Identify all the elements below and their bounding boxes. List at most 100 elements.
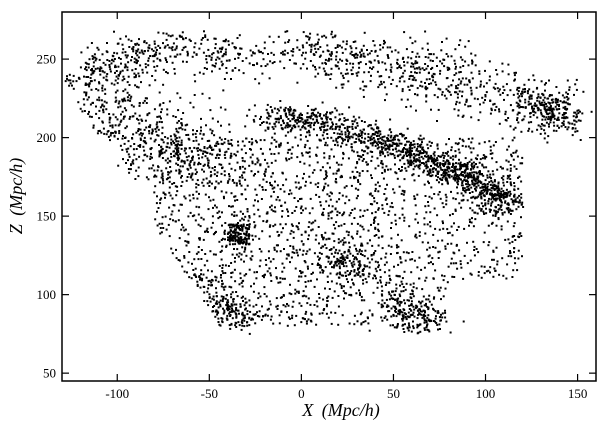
data-point (483, 231, 486, 234)
data-point (481, 173, 483, 176)
data-point (250, 250, 253, 253)
data-point (424, 205, 427, 208)
data-point (245, 233, 248, 236)
data-point (476, 212, 479, 215)
data-point (129, 145, 132, 148)
data-point (369, 124, 372, 127)
data-point (545, 116, 548, 119)
data-point (568, 88, 571, 91)
data-point (85, 76, 88, 78)
data-point (433, 193, 436, 195)
data-point (339, 240, 342, 243)
data-point (114, 96, 117, 99)
data-point (418, 300, 420, 303)
data-point (446, 152, 448, 155)
data-point (464, 45, 467, 48)
data-point (266, 116, 269, 119)
data-point (341, 59, 344, 62)
data-point (177, 163, 179, 166)
data-point (483, 155, 486, 158)
data-point (193, 258, 196, 261)
data-point (231, 235, 234, 238)
data-point (170, 143, 173, 146)
data-point (254, 313, 257, 316)
data-point (389, 63, 392, 66)
data-point (296, 226, 299, 229)
data-point (295, 206, 298, 208)
data-point (324, 176, 327, 179)
data-point (285, 159, 288, 162)
data-point (212, 148, 215, 151)
data-point (460, 164, 463, 166)
data-point (186, 50, 189, 53)
data-point (516, 92, 519, 95)
data-point (273, 248, 276, 251)
data-point (423, 309, 426, 312)
data-point (331, 266, 333, 269)
data-point (397, 149, 400, 152)
data-point (197, 143, 200, 146)
data-point (228, 173, 230, 176)
data-point (251, 160, 254, 163)
data-point (325, 175, 328, 178)
data-point (222, 40, 225, 43)
data-point (151, 130, 154, 132)
data-point (528, 127, 531, 130)
data-point (273, 122, 276, 125)
data-point (269, 184, 272, 186)
data-point (183, 255, 186, 257)
data-point (286, 122, 289, 125)
data-point (269, 181, 271, 184)
data-point (515, 149, 518, 152)
data-point (166, 161, 169, 164)
data-point (450, 175, 453, 178)
data-point (391, 141, 394, 144)
data-point (104, 63, 107, 66)
data-point (324, 58, 327, 61)
data-point (344, 48, 347, 51)
data-point (226, 307, 228, 310)
data-point (205, 276, 208, 279)
data-point (230, 296, 233, 299)
data-point (339, 118, 342, 121)
data-point (192, 193, 195, 196)
data-point (135, 169, 138, 172)
data-point (398, 80, 401, 83)
data-point (222, 89, 225, 92)
data-point (270, 204, 273, 207)
data-point (266, 270, 269, 273)
data-point (566, 79, 569, 82)
data-point (447, 174, 450, 177)
data-point (317, 262, 319, 265)
data-point (105, 75, 108, 78)
data-point (444, 162, 447, 165)
data-point (456, 96, 459, 99)
data-point (387, 134, 390, 137)
data-point (315, 118, 318, 121)
data-point (279, 100, 282, 102)
data-point (245, 243, 247, 246)
data-point (230, 262, 233, 264)
data-point (303, 146, 306, 149)
data-point (501, 137, 504, 140)
data-point (508, 174, 511, 177)
data-point (167, 173, 170, 176)
data-point (133, 76, 136, 79)
data-point (502, 190, 505, 192)
data-point (246, 313, 249, 316)
data-point (180, 141, 183, 144)
data-point (246, 310, 249, 313)
data-point (147, 57, 150, 60)
data-point (321, 134, 324, 137)
data-point (250, 138, 253, 141)
data-point (153, 55, 156, 58)
data-point (455, 65, 457, 68)
data-point (134, 112, 137, 115)
data-point (509, 178, 512, 180)
data-point (217, 321, 220, 323)
data-point (237, 240, 240, 243)
data-point (205, 55, 208, 57)
data-point (179, 165, 182, 168)
data-point (253, 213, 256, 216)
data-point (501, 212, 504, 215)
